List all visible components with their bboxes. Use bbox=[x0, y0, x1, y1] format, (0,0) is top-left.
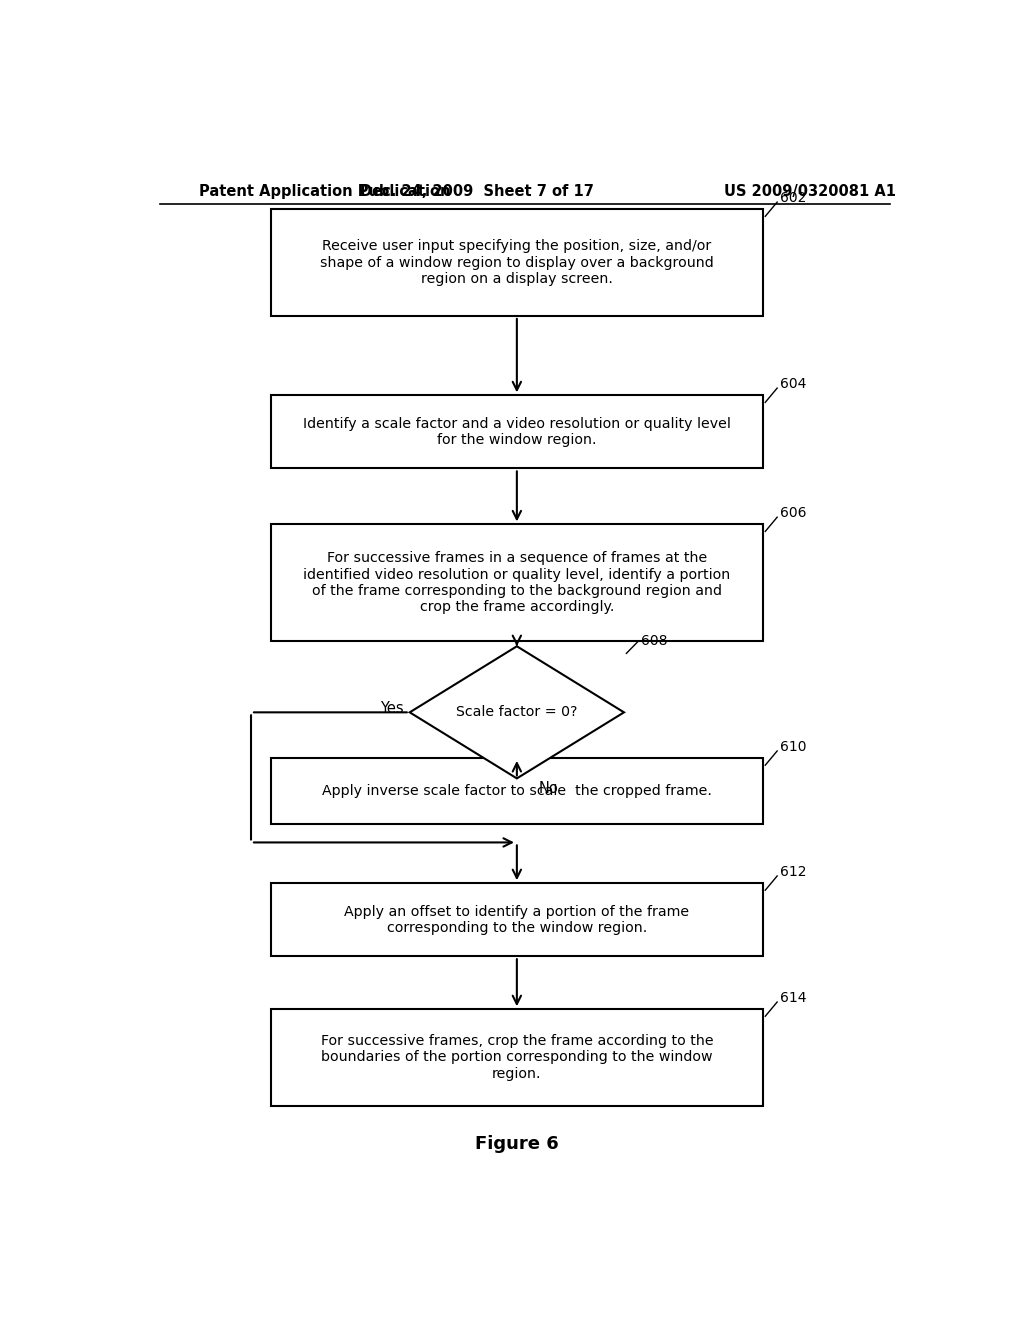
Text: Apply an offset to identify a portion of the frame
corresponding to the window r: Apply an offset to identify a portion of… bbox=[344, 904, 689, 935]
Text: 602: 602 bbox=[780, 191, 807, 205]
Text: Dec. 24, 2009  Sheet 7 of 17: Dec. 24, 2009 Sheet 7 of 17 bbox=[360, 185, 594, 199]
Text: Apply inverse scale factor to scale  the cropped frame.: Apply inverse scale factor to scale the … bbox=[322, 784, 712, 799]
Text: No: No bbox=[539, 781, 559, 796]
Text: Yes: Yes bbox=[380, 701, 403, 715]
Text: Patent Application Publication: Patent Application Publication bbox=[200, 185, 451, 199]
Text: US 2009/0320081 A1: US 2009/0320081 A1 bbox=[725, 185, 896, 199]
Text: 614: 614 bbox=[780, 991, 807, 1005]
Text: 608: 608 bbox=[641, 635, 668, 648]
Text: Receive user input specifying the position, size, and/or
shape of a window regio: Receive user input specifying the positi… bbox=[319, 239, 714, 286]
Text: For successive frames, crop the frame according to the
boundaries of the portion: For successive frames, crop the frame ac… bbox=[321, 1034, 713, 1081]
Text: Figure 6: Figure 6 bbox=[475, 1135, 559, 1154]
FancyBboxPatch shape bbox=[270, 210, 763, 315]
FancyBboxPatch shape bbox=[270, 395, 763, 469]
Text: Scale factor = 0?: Scale factor = 0? bbox=[456, 705, 578, 719]
FancyBboxPatch shape bbox=[270, 758, 763, 824]
Text: For successive frames in a sequence of frames at the
identified video resolution: For successive frames in a sequence of f… bbox=[303, 552, 730, 614]
Text: Identify a scale factor and a video resolution or quality level
for the window r: Identify a scale factor and a video reso… bbox=[303, 417, 731, 447]
Polygon shape bbox=[410, 647, 624, 779]
Text: 610: 610 bbox=[780, 741, 807, 754]
FancyBboxPatch shape bbox=[270, 883, 763, 956]
Text: 612: 612 bbox=[780, 865, 807, 879]
FancyBboxPatch shape bbox=[270, 1008, 763, 1106]
Text: 600: 600 bbox=[501, 219, 532, 236]
Text: 604: 604 bbox=[780, 378, 807, 391]
Text: 606: 606 bbox=[780, 507, 807, 520]
FancyBboxPatch shape bbox=[270, 524, 763, 642]
